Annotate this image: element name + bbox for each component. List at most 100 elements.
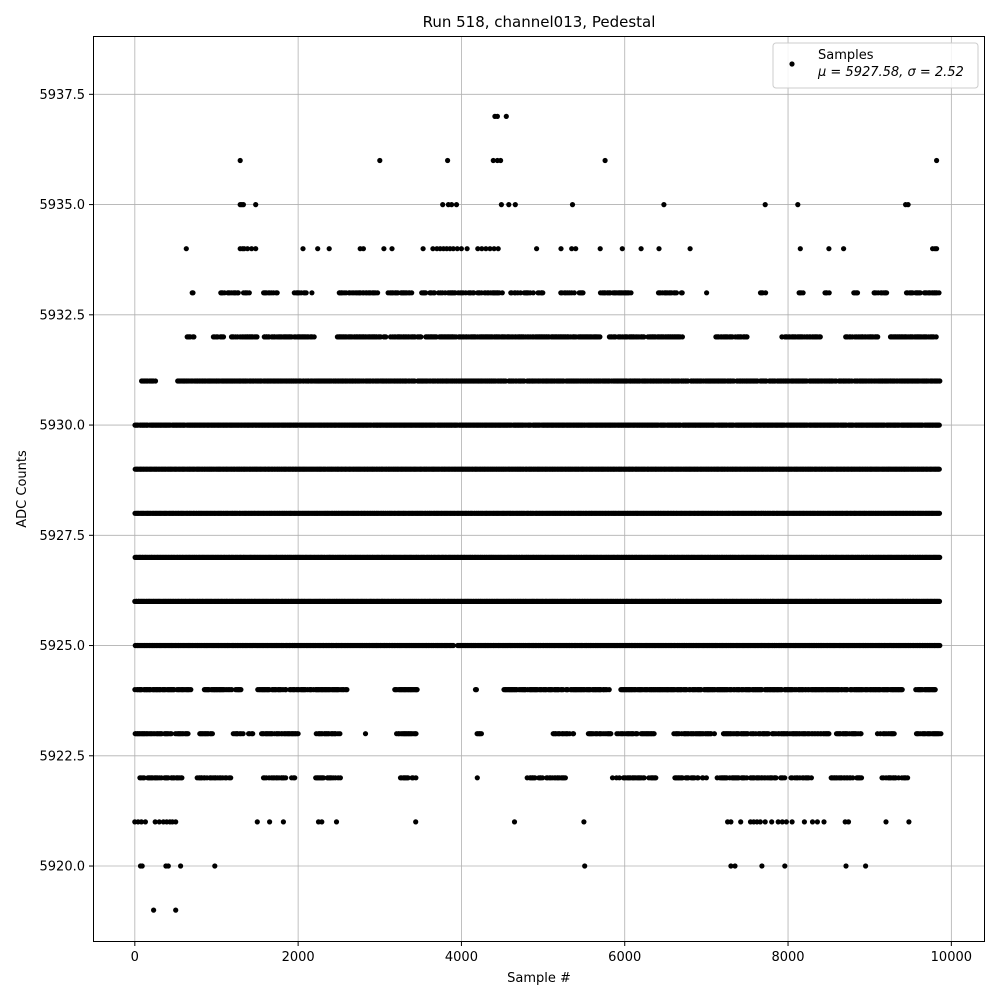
data-point (344, 687, 350, 693)
data-point (337, 775, 343, 781)
data-point (581, 819, 587, 825)
data-point (381, 246, 387, 252)
data-point (440, 202, 446, 208)
data-point (321, 775, 327, 781)
data-point (808, 775, 815, 781)
data-point (292, 775, 298, 781)
data-point (498, 157, 504, 164)
data-point (430, 246, 436, 252)
data-point (253, 202, 259, 208)
data-point (906, 819, 912, 825)
data-point (608, 731, 614, 737)
data-point (449, 202, 455, 208)
data-point (938, 731, 944, 737)
data-point (228, 775, 234, 781)
data-point (165, 863, 171, 869)
data-points (132, 113, 944, 913)
data-point (638, 246, 644, 252)
data-point (934, 246, 940, 252)
data-point (757, 819, 763, 825)
data-point (188, 687, 194, 693)
data-point (539, 775, 546, 781)
data-point (883, 819, 889, 825)
data-point (905, 202, 911, 208)
data-point (858, 731, 864, 737)
data-point (138, 819, 144, 825)
data-point (495, 246, 501, 252)
data-point (858, 775, 865, 781)
data-point (315, 246, 321, 252)
data-point (619, 246, 625, 252)
data-point (478, 731, 484, 737)
data-point (782, 863, 788, 869)
data-point (728, 863, 734, 869)
data-point (414, 687, 420, 693)
data-point (570, 731, 577, 737)
data-point (295, 731, 301, 737)
data-point (773, 775, 779, 781)
data-point (779, 819, 785, 825)
data-point (475, 246, 481, 252)
data-point (490, 157, 496, 164)
data-point (562, 775, 569, 781)
data-point (413, 819, 419, 825)
data-point (237, 157, 243, 164)
data-point (337, 731, 343, 737)
data-point (582, 863, 588, 869)
data-point (253, 246, 259, 252)
data-point (534, 246, 540, 252)
data-point (795, 202, 801, 208)
data-point (744, 775, 750, 781)
data-point (168, 731, 174, 737)
data-point (762, 202, 768, 208)
data-point (413, 731, 419, 737)
data-point (769, 819, 775, 825)
data-point (173, 819, 179, 825)
data-point (326, 246, 332, 252)
data-point (362, 731, 369, 737)
data-point (937, 554, 943, 561)
data-point (932, 687, 938, 693)
data-point (937, 642, 943, 649)
data-point (377, 157, 383, 164)
data-point (254, 819, 260, 825)
data-point (491, 246, 497, 252)
data-point (479, 246, 485, 252)
data-point (845, 819, 852, 825)
data-point (651, 731, 657, 737)
data-point (420, 246, 426, 252)
data-point (653, 775, 659, 781)
data-point (283, 775, 289, 781)
data-point (850, 775, 856, 781)
data-point (602, 157, 608, 164)
data-point (151, 907, 157, 913)
data-point (483, 246, 489, 252)
data-point (711, 731, 718, 737)
data-point (841, 246, 847, 252)
data-point (511, 819, 518, 825)
data-point (450, 246, 456, 252)
data-point (240, 202, 246, 208)
data-point (532, 775, 538, 781)
data-point (360, 246, 366, 252)
data-point (891, 731, 897, 737)
data-point (229, 687, 235, 693)
data-point (801, 819, 808, 825)
data-point (782, 775, 788, 781)
data-point (814, 819, 821, 825)
data-point (512, 202, 518, 208)
data-point (494, 113, 500, 119)
data-point (687, 246, 693, 252)
data-point (453, 202, 460, 208)
data-point (142, 819, 148, 825)
data-point (789, 819, 795, 825)
data-point (597, 246, 603, 252)
data-point (899, 687, 905, 693)
data-point (389, 246, 395, 252)
data-point (656, 246, 662, 252)
data-point (616, 775, 623, 781)
data-point (333, 819, 340, 825)
data-point (558, 246, 564, 252)
